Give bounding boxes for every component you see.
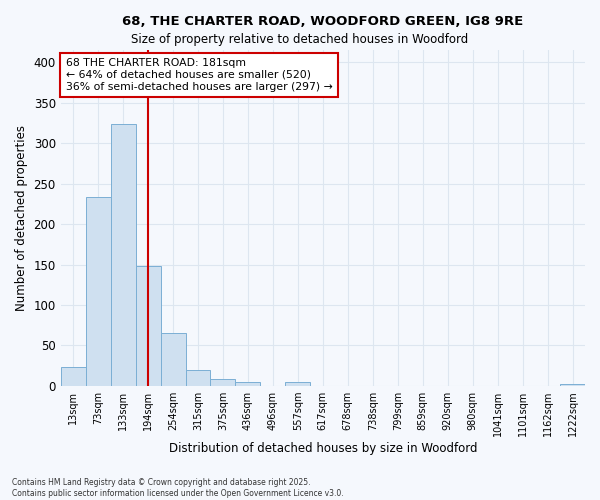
Bar — [560, 384, 585, 386]
X-axis label: Distribution of detached houses by size in Woodford: Distribution of detached houses by size … — [169, 442, 477, 455]
Bar — [86, 196, 110, 386]
Bar — [161, 334, 185, 386]
Bar — [185, 370, 211, 386]
Text: Contains HM Land Registry data © Crown copyright and database right 2025.
Contai: Contains HM Land Registry data © Crown c… — [12, 478, 344, 498]
Bar — [110, 124, 136, 386]
Bar — [61, 366, 86, 386]
Bar — [211, 380, 235, 386]
Text: Size of property relative to detached houses in Woodford: Size of property relative to detached ho… — [131, 32, 469, 46]
Title: 68, THE CHARTER ROAD, WOODFORD GREEN, IG8 9RE: 68, THE CHARTER ROAD, WOODFORD GREEN, IG… — [122, 15, 523, 28]
Text: 68 THE CHARTER ROAD: 181sqm
← 64% of detached houses are smaller (520)
36% of se: 68 THE CHARTER ROAD: 181sqm ← 64% of det… — [66, 58, 332, 92]
Bar — [136, 266, 161, 386]
Y-axis label: Number of detached properties: Number of detached properties — [15, 125, 28, 311]
Bar — [286, 382, 310, 386]
Bar — [235, 382, 260, 386]
